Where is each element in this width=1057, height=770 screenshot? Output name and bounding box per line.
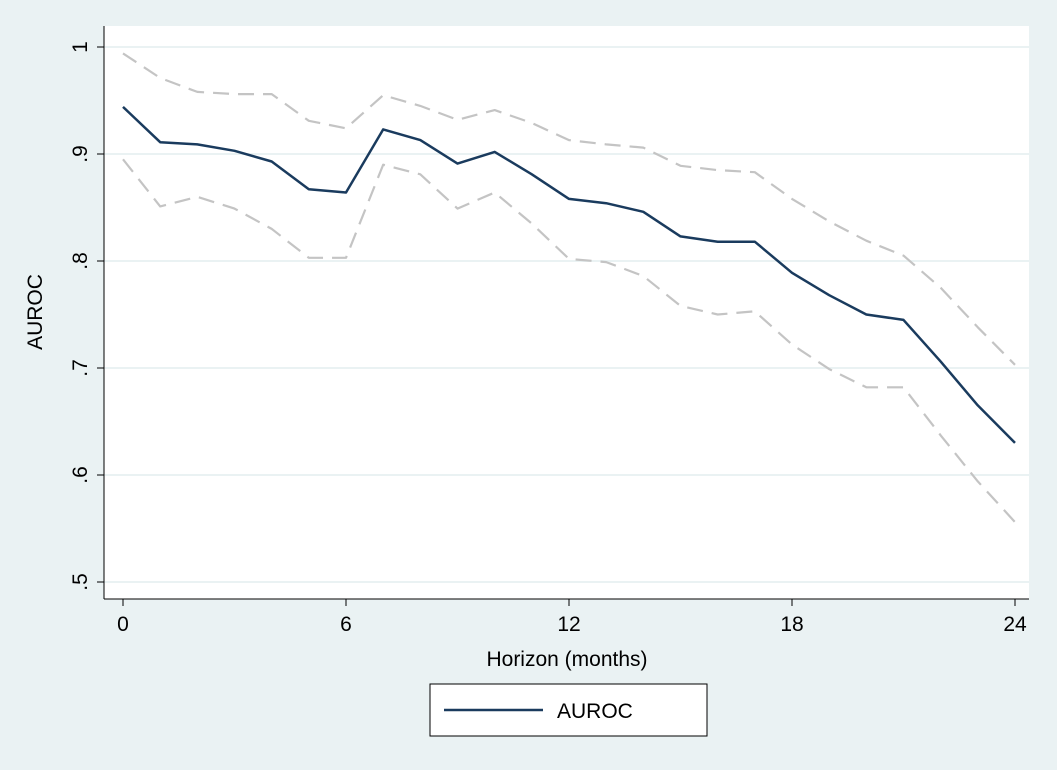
series-line-lower-ci (122, 158, 1016, 523)
x-axis-title: Horizon (months) (486, 648, 647, 671)
y-tick-label: .5 (69, 573, 92, 591)
series-line-auroc (122, 105, 1016, 444)
x-tick-label: 12 (557, 613, 580, 636)
x-tick-label: 0 (117, 613, 129, 636)
series-layer (122, 52, 1016, 523)
axes: .5 .6 .7 .8 .9 1 0 6 12 18 24 (69, 26, 1029, 636)
y-tick-label: .8 (69, 252, 92, 270)
y-tick-label: .6 (69, 466, 92, 484)
y-tick-label: .9 (69, 145, 92, 163)
gridlines (104, 46, 1029, 583)
x-tick-label: 24 (1003, 613, 1027, 636)
x-tick-label: 6 (340, 613, 352, 636)
plot-area (104, 26, 1029, 599)
y-tick-label: 1 (69, 41, 92, 53)
y-axis-title: AUROC (24, 274, 47, 350)
x-tick-label: 18 (780, 613, 803, 636)
legend: AUROC (429, 683, 708, 737)
y-tick-label: .7 (69, 359, 92, 377)
series-line-upper-ci (122, 52, 1016, 366)
legend-label-auroc: AUROC (557, 700, 633, 723)
